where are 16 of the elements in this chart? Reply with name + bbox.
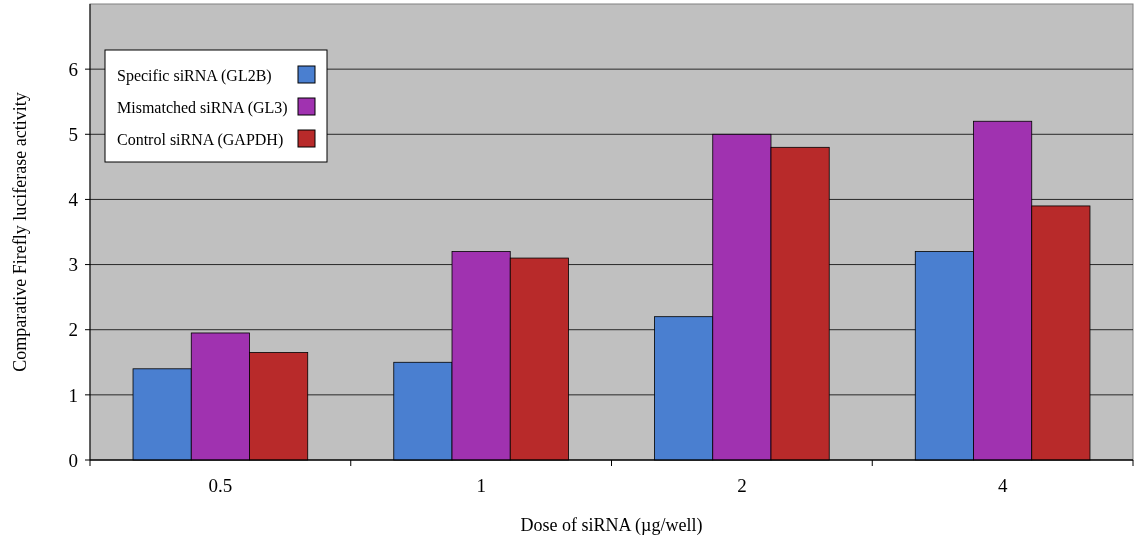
x-axis-title: Dose of siRNA (µg/well) — [520, 515, 703, 536]
y-tick-label: 3 — [68, 254, 78, 276]
legend-label: Control siRNA (GAPDH) — [117, 130, 284, 149]
y-tick-label: 1 — [68, 384, 78, 406]
x-tick-label: 4 — [997, 475, 1008, 496]
legend-label: Specific siRNA (GL2B) — [117, 66, 272, 85]
y-tick-label: 6 — [68, 58, 78, 80]
y-axis-title: Comparative Firefly luciferase activity — [10, 92, 30, 372]
y-tick-label: 5 — [68, 123, 78, 145]
legend-label: Mismatched siRNA (GL3) — [117, 98, 288, 117]
x-tick-label: 1 — [476, 475, 486, 496]
y-tick-label: 0 — [68, 449, 78, 471]
x-tick-label: 2 — [737, 475, 747, 496]
y-tick-label: 4 — [68, 189, 79, 211]
y-tick-label: 2 — [68, 319, 78, 341]
x-tick-label: 0.5 — [208, 475, 233, 496]
